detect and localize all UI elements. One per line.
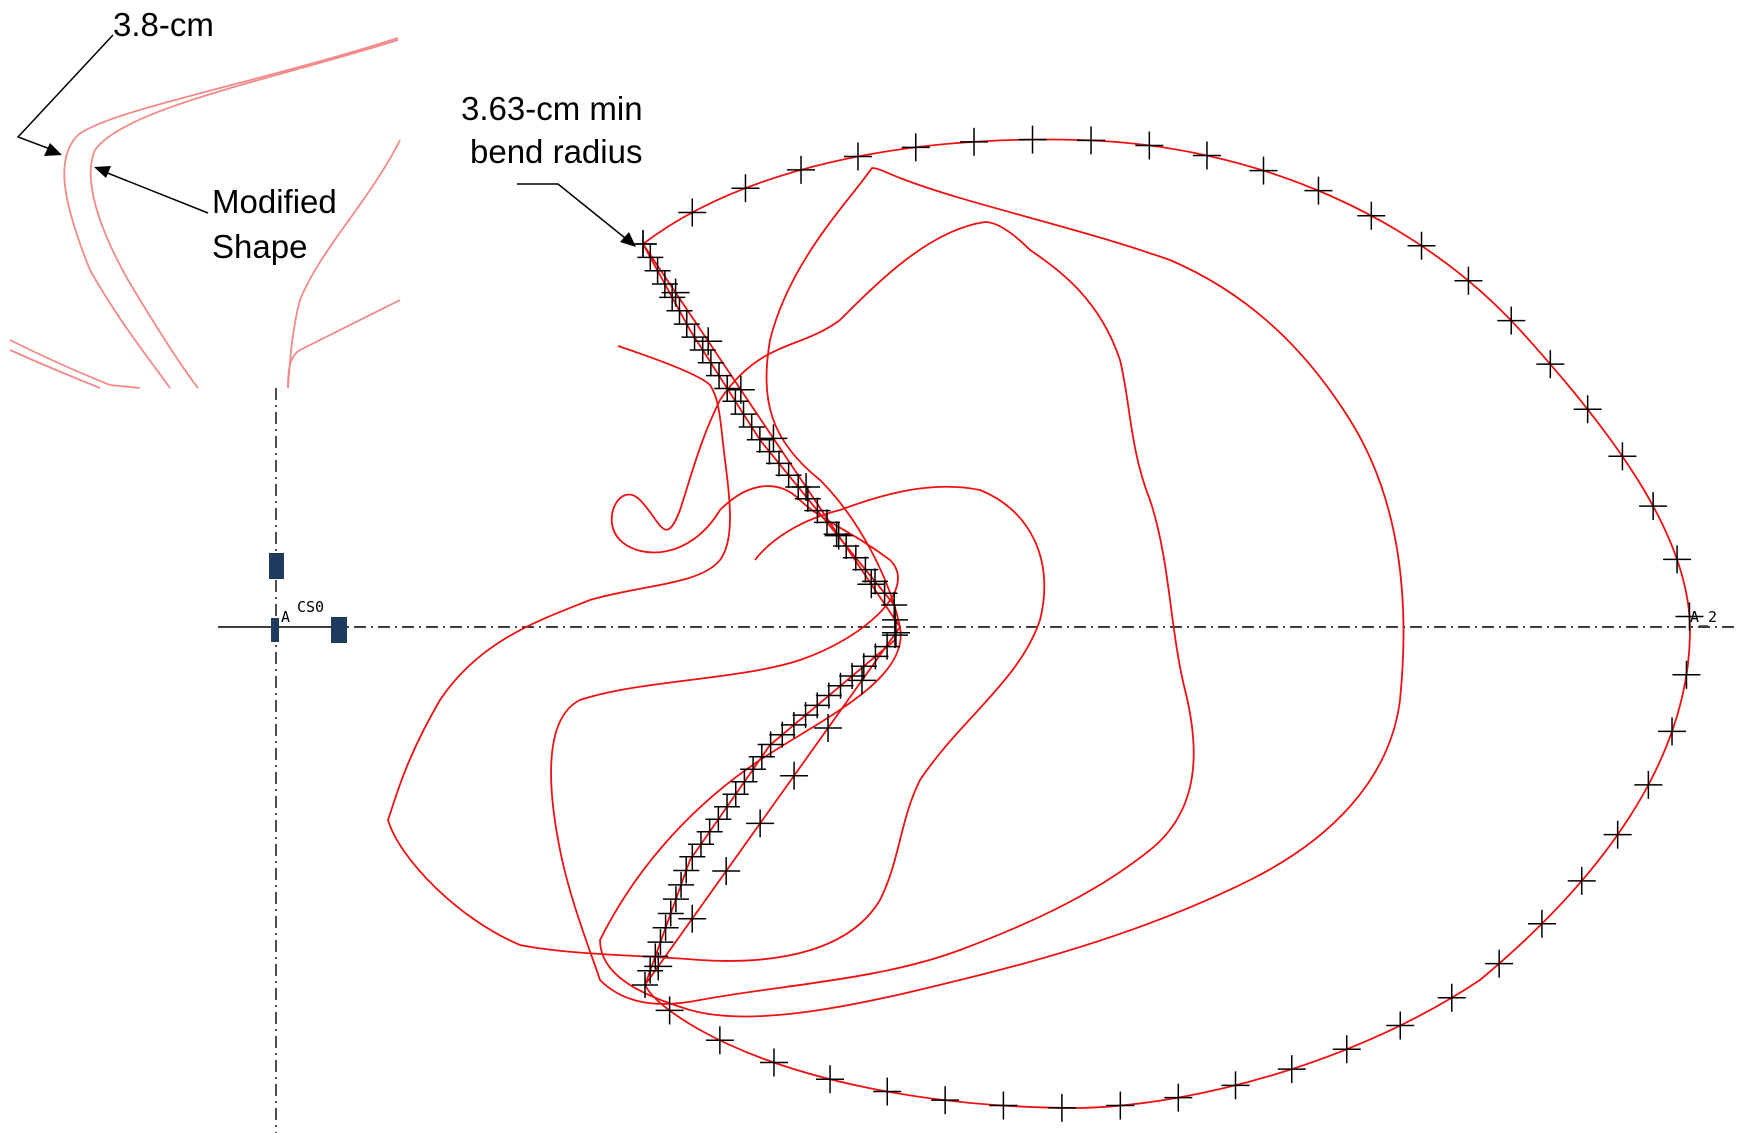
csys-tag: CS0	[297, 598, 324, 616]
callout-radius: 3.8-cm	[16, 6, 214, 156]
modified-shape-leader	[99, 169, 209, 214]
inset-curve-lower-left-2	[9, 349, 101, 389]
inset-detail	[9, 37, 401, 389]
inset-curve-right-branch	[287, 139, 401, 389]
inner-loop-3	[387, 345, 1046, 962]
min-bend-label-line1: 3.63-cm min	[461, 90, 643, 127]
min-bend-label-line2: bend radius	[470, 133, 642, 170]
inset-curve-lower-right	[287, 299, 401, 389]
inset-curve-original	[63, 37, 399, 389]
inner-loop-2	[550, 221, 1195, 1005]
outer-loop	[641, 138, 1691, 1109]
inset-curve-lower-left	[9, 339, 141, 389]
modified-shape-label-line2: Shape	[212, 228, 307, 265]
csys-marker-right	[331, 617, 347, 643]
radius-arrowhead	[44, 143, 62, 156]
radius-label: 3.8-cm	[113, 6, 214, 43]
inner-loop-1	[599, 167, 1405, 1018]
callout-modified-shape: Modified Shape	[94, 166, 337, 265]
tick-marks	[629, 125, 1704, 1122]
inset-curve-modified	[89, 39, 399, 389]
modified-shape-label-line1: Modified	[212, 183, 337, 220]
radius-leader	[16, 34, 114, 153]
min-bend-leader	[517, 183, 631, 243]
modified-shape-arrowhead	[94, 166, 111, 178]
end-tag: A_2	[1690, 608, 1717, 626]
callout-min-bend: 3.63-cm min bend radius	[461, 90, 643, 247]
origin-tag: A	[281, 608, 290, 626]
csys-marker-origin	[271, 618, 279, 642]
axes: A CS0 A_2	[218, 388, 1738, 1133]
csys-marker-top	[269, 553, 284, 579]
